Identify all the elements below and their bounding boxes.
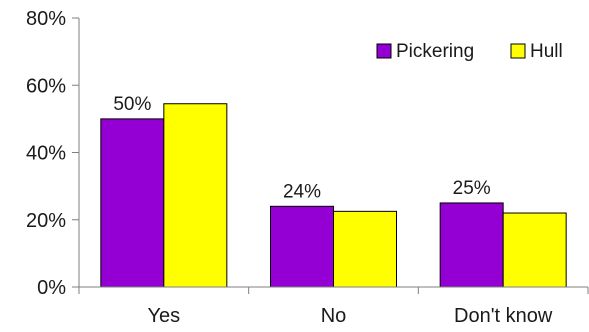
x-category-label: No — [321, 305, 347, 327]
y-tick-label: 80% — [26, 8, 66, 30]
legend-label-hull: Hull — [530, 41, 563, 62]
bar-hull-1 — [333, 210, 397, 288]
x-axis: Yes No Don't know — [78, 286, 589, 327]
bar-hull-0 — [163, 103, 228, 288]
bar-pickering-1 — [270, 205, 334, 288]
y-tick-label: 40% — [26, 143, 66, 165]
y-tick-label: 0% — [37, 277, 66, 299]
data-label-pickering-0: 50% — [113, 94, 151, 115]
bar-pickering-2 — [439, 202, 504, 288]
legend-swatch-pickering — [376, 43, 392, 59]
legend-swatch-hull — [510, 43, 526, 59]
legend: Pickering Hull — [376, 41, 563, 62]
x-category-label: Don't know — [454, 305, 553, 327]
y-tick-label: 60% — [26, 75, 66, 97]
bars: 50% 24% 25% — [100, 94, 567, 288]
y-tick-label: 20% — [26, 210, 66, 232]
legend-label-pickering: Pickering — [396, 41, 474, 62]
data-label-pickering-1: 24% — [283, 181, 321, 202]
data-label-pickering-2: 25% — [453, 178, 491, 199]
bar-hull-2 — [502, 212, 567, 288]
x-category-label: Yes — [148, 305, 181, 327]
y-axis: 0% 20% 40% 60% 80% — [26, 8, 80, 299]
bar-pickering-0 — [100, 118, 165, 288]
